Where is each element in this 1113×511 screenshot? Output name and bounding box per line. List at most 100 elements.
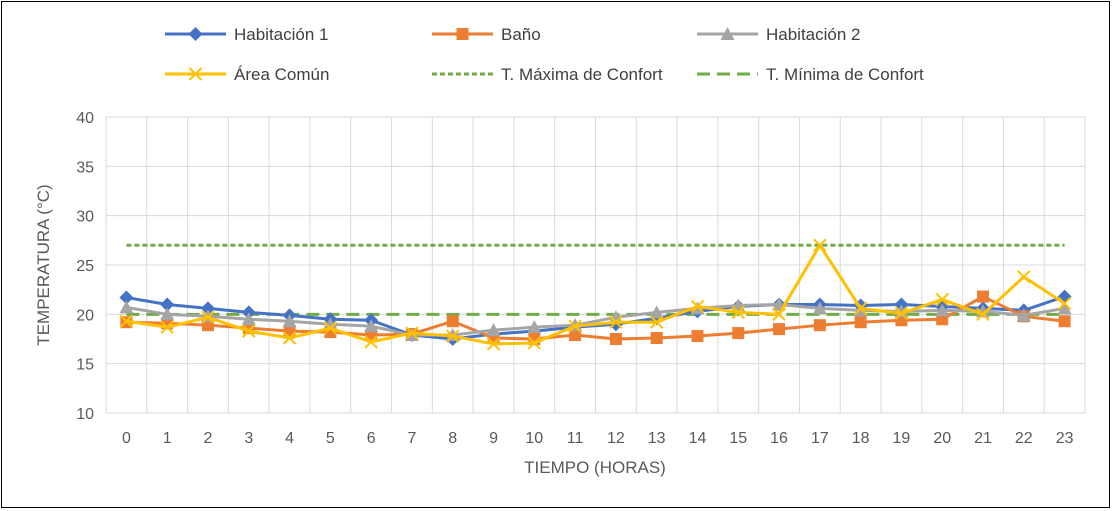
data-point-area-comun-stroke [731,305,745,320]
legend-item-t-minima-de-confort: T. Mínima de Confort [697,65,924,84]
legend-marker [720,27,735,40]
legend-marker [456,28,469,40]
data-point-area-comun-stroke [119,314,134,328]
data-point-area-comun [527,336,542,350]
data-point-bano [609,333,622,345]
data-point-area-comun [853,301,868,316]
data-point-habitacion-2 [160,307,175,321]
data-point-area-comun-stroke [853,301,868,316]
series-area-comun [119,238,1072,351]
data-point-area-comun-stroke [1057,296,1072,311]
legend-label: T. Máxima de Confort [501,65,663,84]
y-tick-label: 30 [76,209,94,226]
y-tick-label: 35 [76,159,94,176]
data-point-area-comun [649,315,664,329]
data-point-habitacion-2 [282,314,297,328]
data-point-area-comun [486,337,501,351]
legend-label: Habitación 1 [234,25,329,44]
legend-item-t-maxima-de-confort: T. Máxima de Confort [432,65,663,84]
legend-marker [188,27,203,41]
data-point-habitacion-2 [935,303,950,317]
x-axis-title: TIEMPO (HORAS) [524,458,666,477]
x-tick-label: 5 [326,430,335,447]
data-point-area-comun [242,324,256,338]
x-tick-label: 11 [567,430,584,447]
x-tick-label: 22 [1015,430,1033,447]
data-point-area-comun-stroke [609,315,623,329]
x-tick-label: 16 [770,430,788,447]
legend-item-habitacion-2: Habitación 2 [697,25,861,44]
legend-item-bano: Baño [432,25,541,44]
x-tick-label: 0 [122,430,131,447]
x-tick-label: 21 [974,430,992,447]
x-tick-label: 23 [1056,430,1074,447]
x-tick-label: 10 [525,430,543,447]
data-point-habitacion-2 [1057,301,1072,315]
data-point-area-comun [976,307,990,322]
data-point-area-comun-stroke [446,329,460,343]
y-axis-ticks: 10 15 20 25 30 35 40 [76,110,94,423]
x-tick-label: 14 [689,430,707,447]
data-point-bano [1058,315,1071,328]
data-point-bano [732,327,745,340]
y-tick-label: 25 [76,258,94,275]
data-point-area-comun-stroke [894,306,909,321]
data-point-area-comun-stroke [568,319,582,333]
x-tick-label: 6 [367,430,376,447]
x-tick-label: 19 [893,430,911,447]
x-axis-ticks: 0 1 2 3 4 5 6 7 8 9 10 11 12 13 14 15 16 17 18 19 20 21 22 23 [122,430,1074,447]
data-point-area-comun-stroke [486,337,501,351]
data-point-habitacion-1 [119,290,134,305]
x-tick-label: 15 [729,430,747,447]
data-point-habitacion-2 [241,312,256,326]
x-tick-label: 1 [163,430,172,447]
y-tick-label: 10 [76,406,94,423]
legend-item-area-comun: Área Común [165,65,329,84]
series-line-area-comun [126,243,1066,346]
legend-marker-stroke [188,67,203,81]
series-group [119,238,1072,351]
data-point-area-comun-stroke [282,331,297,345]
x-tick-label: 8 [448,430,457,447]
data-point-area-comun-stroke [976,307,990,322]
data-point-area-comun [568,319,582,333]
data-point-habitacion-2 [323,317,338,331]
x-tick-label: 9 [489,430,498,447]
legend-label: Área Común [234,65,329,84]
data-point-area-comun-stroke [690,299,705,314]
legend-label: Habitación 2 [766,25,861,44]
data-point-bano [691,330,704,343]
y-tick-label: 15 [76,357,94,374]
data-point-area-comun [690,299,705,314]
data-point-area-comun-stroke [160,320,174,334]
data-point-area-comun-stroke [649,315,664,329]
data-point-area-comun-stroke [935,292,949,307]
legend-label: Baño [501,25,541,44]
data-point-area-comun [119,314,134,328]
x-tick-label: 3 [244,430,253,447]
data-point-area-comun [282,331,297,345]
x-tick-label: 7 [407,430,416,447]
y-tick-label: 40 [76,110,94,127]
data-point-area-comun [405,326,419,340]
data-point-area-comun [935,292,949,307]
data-point-area-comun [894,306,909,321]
data-point-area-comun [364,335,378,349]
series-bano [120,290,1071,345]
data-point-bano [650,332,663,345]
data-point-area-comun [772,307,786,322]
data-point-bano [813,319,826,332]
data-point-bano [854,316,867,329]
x-tick-label: 12 [607,430,625,447]
y-axis-title: TEMPERATURA (°C) [34,184,53,345]
data-point-area-comun-stroke [364,335,378,349]
data-point-area-comun-stroke [242,324,256,338]
legend-label: T. Mínima de Confort [766,65,924,84]
data-point-area-comun-stroke [323,321,338,335]
grid [105,116,1086,414]
data-point-bano [446,315,459,328]
data-point-area-comun [323,321,338,335]
data-point-habitacion-2 [1016,308,1031,322]
